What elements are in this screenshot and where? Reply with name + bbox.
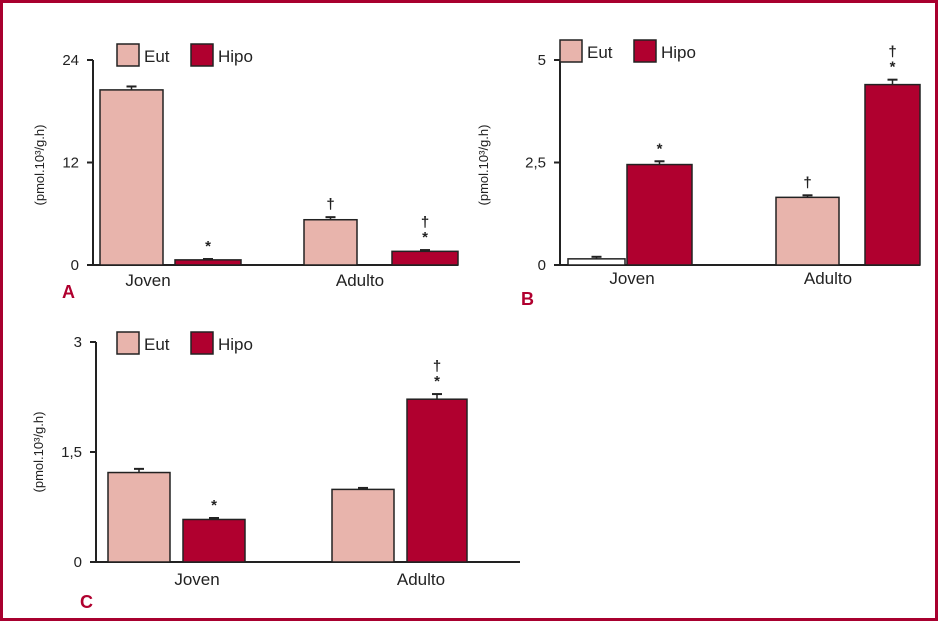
bar-eut-adulto — [303, 218, 358, 266]
legend-label-eut: Eut — [587, 43, 613, 62]
bar-hipo-joven — [626, 163, 693, 266]
legend-label-eut: Eut — [144, 47, 170, 66]
legend-swatch-eut — [116, 331, 140, 355]
bar-eut-joven — [99, 89, 164, 266]
bar-hipo-adulto — [864, 83, 921, 266]
legend-swatch-eut — [559, 39, 583, 63]
x-category-label: Joven — [125, 271, 170, 290]
bar-eut-joven — [567, 258, 626, 266]
significance-mark: † — [888, 44, 896, 61]
significance-mark: * — [422, 229, 428, 246]
legend: Eut Hipo — [116, 331, 253, 355]
significance-mark: † — [433, 358, 441, 375]
legend-swatch-hipo — [190, 331, 214, 355]
legend: Eut Hipo — [559, 39, 696, 63]
significance-mark: * — [205, 238, 211, 255]
y-axis-label: (pmol.10³/g.h) — [32, 125, 47, 206]
legend-label-hipo: Hipo — [661, 43, 696, 62]
bar-hipo-adulto — [391, 250, 459, 266]
bar-eut-adulto — [775, 196, 840, 266]
panel-letter: A — [62, 282, 75, 302]
panel-letter: B — [521, 289, 534, 309]
significance-mark: † — [803, 174, 811, 191]
y-tick-label: 24 — [62, 52, 79, 69]
legend-swatch-eut — [116, 43, 140, 67]
x-category-label: Adulto — [397, 570, 445, 589]
legend-swatch-hipo — [190, 43, 214, 67]
significance-mark: † — [421, 214, 429, 231]
significance-mark: * — [890, 59, 896, 76]
significance-mark: * — [211, 497, 217, 514]
bar-eut-joven — [107, 471, 171, 563]
y-tick-label: 1,5 — [61, 444, 82, 461]
legend-label-hipo: Hipo — [218, 335, 253, 354]
bar-hipo-joven — [182, 518, 246, 563]
legend-label-eut: Eut — [144, 335, 170, 354]
y-tick-label: 0 — [538, 257, 546, 274]
y-tick-label: 3 — [74, 334, 82, 351]
significance-mark: * — [434, 373, 440, 390]
x-category-label: Joven — [609, 269, 654, 288]
y-tick-label: 0 — [71, 257, 79, 274]
bar-eut-adulto — [331, 488, 395, 563]
significance-mark: † — [326, 196, 334, 213]
y-tick-label: 0 — [74, 554, 82, 571]
y-tick-label: 5 — [538, 52, 546, 69]
significance-mark: * — [657, 140, 663, 157]
bar-hipo-adulto — [406, 398, 468, 563]
x-category-label: Adulto — [804, 269, 852, 288]
panel-letter: C — [80, 592, 93, 612]
legend-label-hipo: Hipo — [218, 47, 253, 66]
legend-swatch-hipo — [633, 39, 657, 63]
bar-hipo-joven — [174, 259, 242, 266]
y-tick-label: 12 — [62, 155, 79, 172]
x-category-label: Joven — [174, 570, 219, 589]
legend: Eut Hipo — [116, 43, 253, 67]
y-axis-label: (pmol.10³/g.h) — [476, 125, 491, 206]
y-tick-label: 2,5 — [525, 155, 546, 172]
x-category-label: Adulto — [336, 271, 384, 290]
y-axis-label: (pmol.10³/g.h) — [31, 412, 46, 493]
